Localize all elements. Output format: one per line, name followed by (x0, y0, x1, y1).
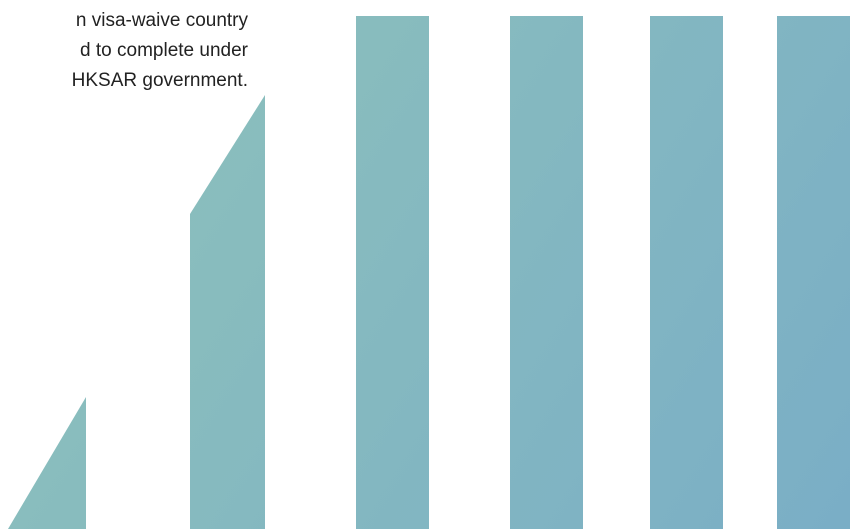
intro-paragraph: n visa-waive country d to complete under… (0, 6, 248, 96)
intro-line-3: HKSAR government. (71, 70, 248, 91)
bar-shape-2 (190, 95, 265, 529)
intro-line-1: n visa-waive country (75, 10, 248, 31)
intro-line-2: d to complete under (80, 40, 248, 61)
bar-shape-1 (8, 397, 86, 529)
bar-shape-4 (510, 16, 583, 529)
bar-shape-5 (650, 16, 723, 529)
bar-shape-6 (777, 16, 850, 529)
bar-shape-3 (356, 16, 429, 529)
